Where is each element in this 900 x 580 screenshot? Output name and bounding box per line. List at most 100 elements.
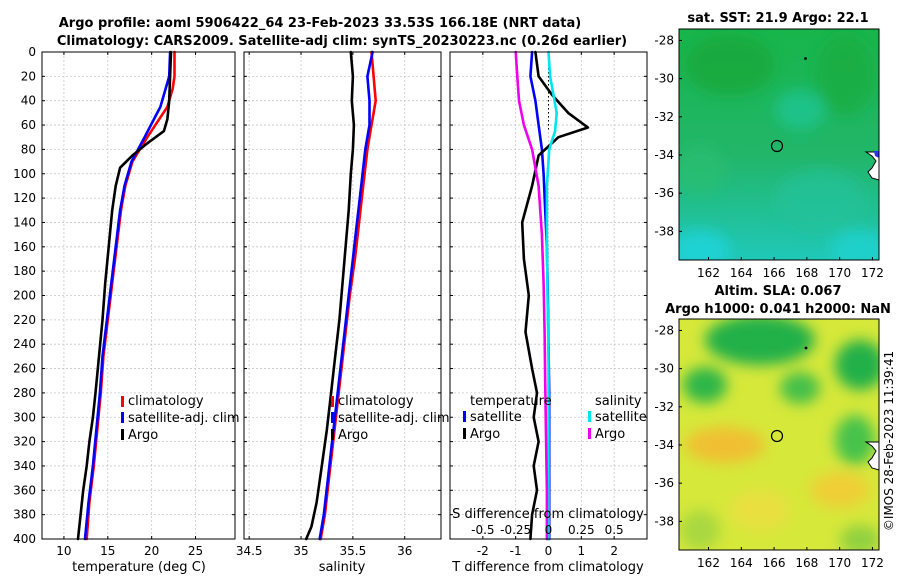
lon-tick-label: 164 xyxy=(730,266,753,280)
depth-tick-label: 40 xyxy=(21,94,36,108)
x-tick-label: 0 xyxy=(545,544,553,558)
x-tick-label: -1 xyxy=(510,544,522,558)
lat-tick-label: -34 xyxy=(654,148,674,162)
sla-map-frame xyxy=(678,318,880,551)
title-line-2: Climatology: CARS2009. Satellite-adj cli… xyxy=(57,34,627,49)
depth-tick-label: 20 xyxy=(21,69,36,83)
legend-satellite-label: satellite-adj. clim xyxy=(338,411,450,426)
series-line-s-argo xyxy=(514,50,549,541)
series-line-argo xyxy=(76,50,173,541)
depth-tick-label: 320 xyxy=(13,435,36,449)
legend-climatology-label: climatology xyxy=(128,394,204,409)
salinity-series xyxy=(304,50,378,541)
temperature-panel: 0 20 40 60 80 100 120 140 160 180 200 220 240 260 280 3… xyxy=(13,45,240,575)
x-tick-label: 35 xyxy=(293,544,308,558)
legend-salinity-title: salinity xyxy=(595,394,642,409)
temperature-legend: climatology satellite-adj. clim Argo xyxy=(121,394,240,443)
sla-heatmap xyxy=(679,319,879,550)
lon-tick-label: 170 xyxy=(828,556,851,570)
s-difference-axis-label: S difference from climatology xyxy=(452,507,644,522)
x-tick-label: 20 xyxy=(144,544,159,558)
legend-climatology-swatch xyxy=(331,396,334,407)
legend-s-argo-swatch xyxy=(588,428,591,439)
s-difference-tick-labels: -0.5 -0.25 0 0.25 0.5 xyxy=(471,523,624,537)
lon-tick-label: 168 xyxy=(795,266,818,280)
sst-map-title: sat. SST: 21.9 Argo: 22.1 xyxy=(687,11,868,26)
lat-tick-label: -28 xyxy=(654,323,674,337)
legend-s-satellite-label: satellite xyxy=(595,410,647,425)
legend-t-satellite-label: satellite xyxy=(470,410,522,425)
lon-tick-label: 166 xyxy=(763,556,786,570)
sst-map-ticks: -28 -30 -32 -34 -36 -38 162 164 166 168 170 172 xyxy=(654,33,884,280)
legend-argo-label: Argo xyxy=(128,428,158,443)
legend-argo-swatch xyxy=(121,429,124,440)
series-line-satellite-adj-clim xyxy=(83,50,172,541)
legend-argo-label: Argo xyxy=(338,428,368,443)
salinity-axis-label: salinity xyxy=(319,560,366,575)
sst-map-frame xyxy=(678,28,880,261)
lat-tick-label: -38 xyxy=(654,514,674,528)
lat-tick-label: -28 xyxy=(654,33,674,47)
difference-axes-box xyxy=(449,51,648,540)
salinity-legend: climatology satellite-adj. clim Argo xyxy=(331,394,450,443)
depth-tick-label: 260 xyxy=(13,362,36,376)
lon-tick-label: 164 xyxy=(730,556,753,570)
temperature-grid xyxy=(42,51,235,540)
t-difference-tick-labels: -2 -1 0 1 2 xyxy=(477,544,618,558)
lat-tick-label: -38 xyxy=(654,224,674,238)
difference-legend: temperature satellite Argo salinity sate… xyxy=(463,394,647,442)
legend-climatology-swatch xyxy=(121,396,124,407)
depth-tick-label: 300 xyxy=(13,410,36,424)
sla-map-title: Altim. SLA: 0.067 xyxy=(715,284,842,299)
s-diff-tick-label: 0.25 xyxy=(568,523,595,537)
legend-temperature-title: temperature xyxy=(470,394,552,409)
lon-tick-label: 172 xyxy=(861,556,884,570)
salinity-panel: 34.5 35 35.5 36 salinity climatology satell… xyxy=(236,50,450,575)
x-tick-label: -2 xyxy=(477,544,489,558)
argo-location-marker xyxy=(770,429,784,443)
salinity-tick-labels: 34.5 35 35.5 36 xyxy=(236,544,413,558)
lon-tick-label: 172 xyxy=(861,266,884,280)
difference-series xyxy=(514,50,590,541)
temperature-tick-labels: 10 15 20 25 xyxy=(56,544,203,558)
sla-map-panel: Altim. SLA: 0.067 Argo h1000: 0.041 h200… xyxy=(654,284,890,570)
title-line-1: Argo profile: aoml 5906422_64 23-Feb-202… xyxy=(59,16,581,31)
depth-tick-label: 200 xyxy=(13,289,36,303)
lat-tick-label: -30 xyxy=(654,72,674,86)
depth-tick-label: 340 xyxy=(13,459,36,473)
coastline-shape xyxy=(864,151,879,181)
depth-tick-label: 180 xyxy=(13,264,36,278)
depth-tick-label: 160 xyxy=(13,240,36,254)
depth-tick-label: 140 xyxy=(13,215,36,229)
depth-tick-label: 360 xyxy=(13,483,36,497)
legend-s-satellite-swatch xyxy=(588,411,591,422)
x-tick-label: 1 xyxy=(578,544,586,558)
lon-tick-label: 170 xyxy=(828,266,851,280)
imos-timestamp: ©IMOS 28-Feb-2023 11:39:41 xyxy=(882,351,896,531)
difference-panel: -2 -1 0 1 2 -0.5 -0.25 0 0.25 0.5 S difference f… xyxy=(449,50,648,575)
legend-climatology-label: climatology xyxy=(338,394,414,409)
s-diff-tick-label: -0.5 xyxy=(471,523,494,537)
sst-heatmap xyxy=(679,29,879,260)
t-difference-axis-label: T difference from climatology xyxy=(451,560,644,575)
legend-s-argo-label: Argo xyxy=(595,427,625,442)
legend-t-argo-label: Argo xyxy=(470,427,500,442)
series-line-argo xyxy=(304,50,356,541)
legend-satellite-swatch xyxy=(331,412,334,423)
depth-tick-labels: 0 20 40 60 80 100 120 140 160 180 200 220 240 260 280 3… xyxy=(13,45,36,546)
lat-tick-label: -32 xyxy=(654,400,674,414)
depth-tick-label: 0 xyxy=(28,45,36,59)
legend-satellite-swatch xyxy=(121,412,124,423)
lon-tick-label: 168 xyxy=(795,556,818,570)
legend-t-satellite-swatch xyxy=(463,411,466,422)
x-tick-label: 35.5 xyxy=(340,544,367,558)
temperature-series xyxy=(76,50,176,541)
coastline-shape xyxy=(874,151,879,158)
series-line-s-satellite xyxy=(545,50,559,541)
depth-tick-label: 80 xyxy=(21,142,36,156)
sst-map-panel: sat. SST: 21.9 Argo: 22.1 -28 -30 -32 -34 -3… xyxy=(654,11,884,280)
s-diff-tick-label: 0.5 xyxy=(605,523,624,537)
argo-location-marker xyxy=(770,139,784,153)
x-tick-label: 34.5 xyxy=(236,544,263,558)
